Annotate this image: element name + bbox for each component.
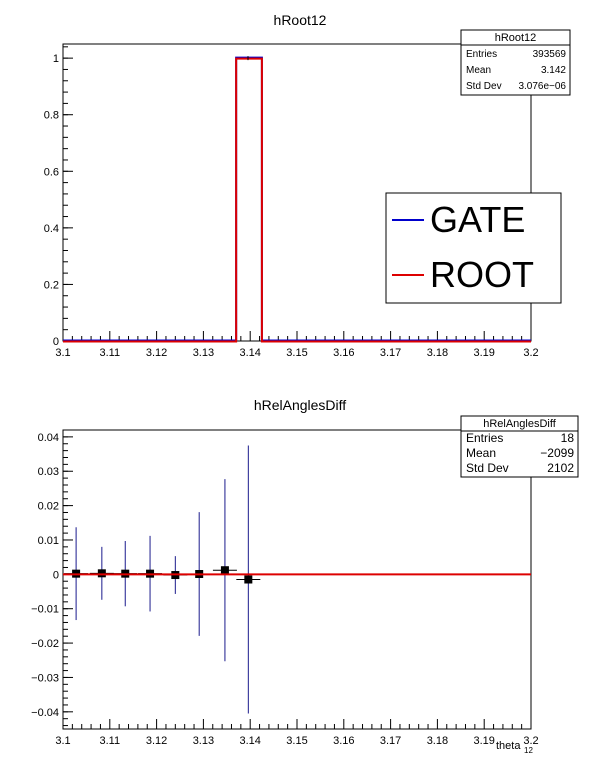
x-tick-label: 3.11 [100,735,121,747]
plot-frame [62,429,532,730]
stats-title: hRoot12 [495,32,537,44]
y-tick-label: 0.2 [44,279,59,291]
stats-box [460,29,571,96]
legend-box [385,192,562,304]
y-tick-label: 1 [53,53,59,65]
data-point [220,566,229,575]
x-axis-label: theta [496,740,521,752]
stats-label: Mean [466,65,491,76]
y-tick-label: 0.8 [44,110,59,122]
y-tick-label: −0.01 [31,604,59,616]
data-point [97,569,106,578]
y-tick-label: −0.02 [31,638,59,650]
stats-value: −2099 [540,446,574,460]
stats-value: 393569 [533,49,567,60]
x-tick-label: 3.2 [523,347,538,359]
legend-label-gate: GATE [430,199,525,240]
x-tick-label: 3.15 [286,735,307,747]
chart-title: hRelAnglesDiff [254,397,346,413]
x-tick-label: 3.11 [100,347,121,359]
x-tick-label: 3.12 [146,735,167,747]
x-tick-label: 3.17 [380,347,401,359]
stats-value: 18 [561,431,575,445]
y-tick-label: 0.02 [38,501,59,513]
x-tick-label: 3.18 [427,347,448,359]
stats-label: Entries [466,49,497,60]
x-tick-label: 3.14 [239,735,260,747]
y-tick-label: 0.03 [38,466,59,478]
y-tick-label: 0 [53,569,59,581]
data-point [244,575,253,584]
plot-1: 3.1 3.11 3.12 3.13 3.14 3.15 3.16 3.17 3.18 3.19 3… [31,397,579,755]
stats-label: Std Dev [466,81,502,92]
y-tick-label: 0.6 [44,166,59,178]
chart-title: hRoot12 [274,12,327,28]
y-tick-label: −0.04 [31,707,59,719]
y-tick-label: −0.03 [31,672,59,684]
x-tick-label: 3.17 [380,735,401,747]
y-tick-label: 0.4 [44,223,59,235]
x-tick-label: 3.19 [473,347,494,359]
x-axis-label-subscript: 12 [524,746,533,755]
x-tick-label: 3.18 [427,735,448,747]
x-tick-label: 3.16 [333,735,354,747]
x-tick-label: 3.2 [523,735,538,747]
y-tick-label: 0.04 [38,432,59,444]
x-tick-label: 3.1 [55,347,70,359]
x-tick-label: 3.13 [193,735,214,747]
stats-value: 3.076e−06 [518,81,566,92]
stats-label: Entries [466,431,503,445]
y-tick-label: 0.01 [38,535,59,547]
stats-value: 3.142 [541,65,566,76]
series-root-line [63,57,531,343]
legend-label-root: ROOT [430,254,534,295]
x-tick-label: 3.12 [146,347,167,359]
x-tick-label: 3.19 [473,735,494,747]
y-tick-label: 0 [53,336,59,348]
x-tick-label: 3.15 [286,347,307,359]
x-tick-label: 3.1 [55,735,70,747]
x-tick-label: 3.13 [193,347,214,359]
x-tick-label: 3.14 [239,347,260,359]
stats-title: hRelAnglesDiff [483,418,557,430]
stats-label: Mean [466,446,496,460]
stats-box [460,415,579,478]
x-tick-label: 3.16 [333,347,354,359]
stats-label: Std Dev [466,461,509,475]
plot-0: 3.1 3.11 3.12 3.13 3.14 3.15 3.16 3.17 3.18 3.19 3… [44,12,571,359]
stats-value: 2102 [547,461,574,475]
